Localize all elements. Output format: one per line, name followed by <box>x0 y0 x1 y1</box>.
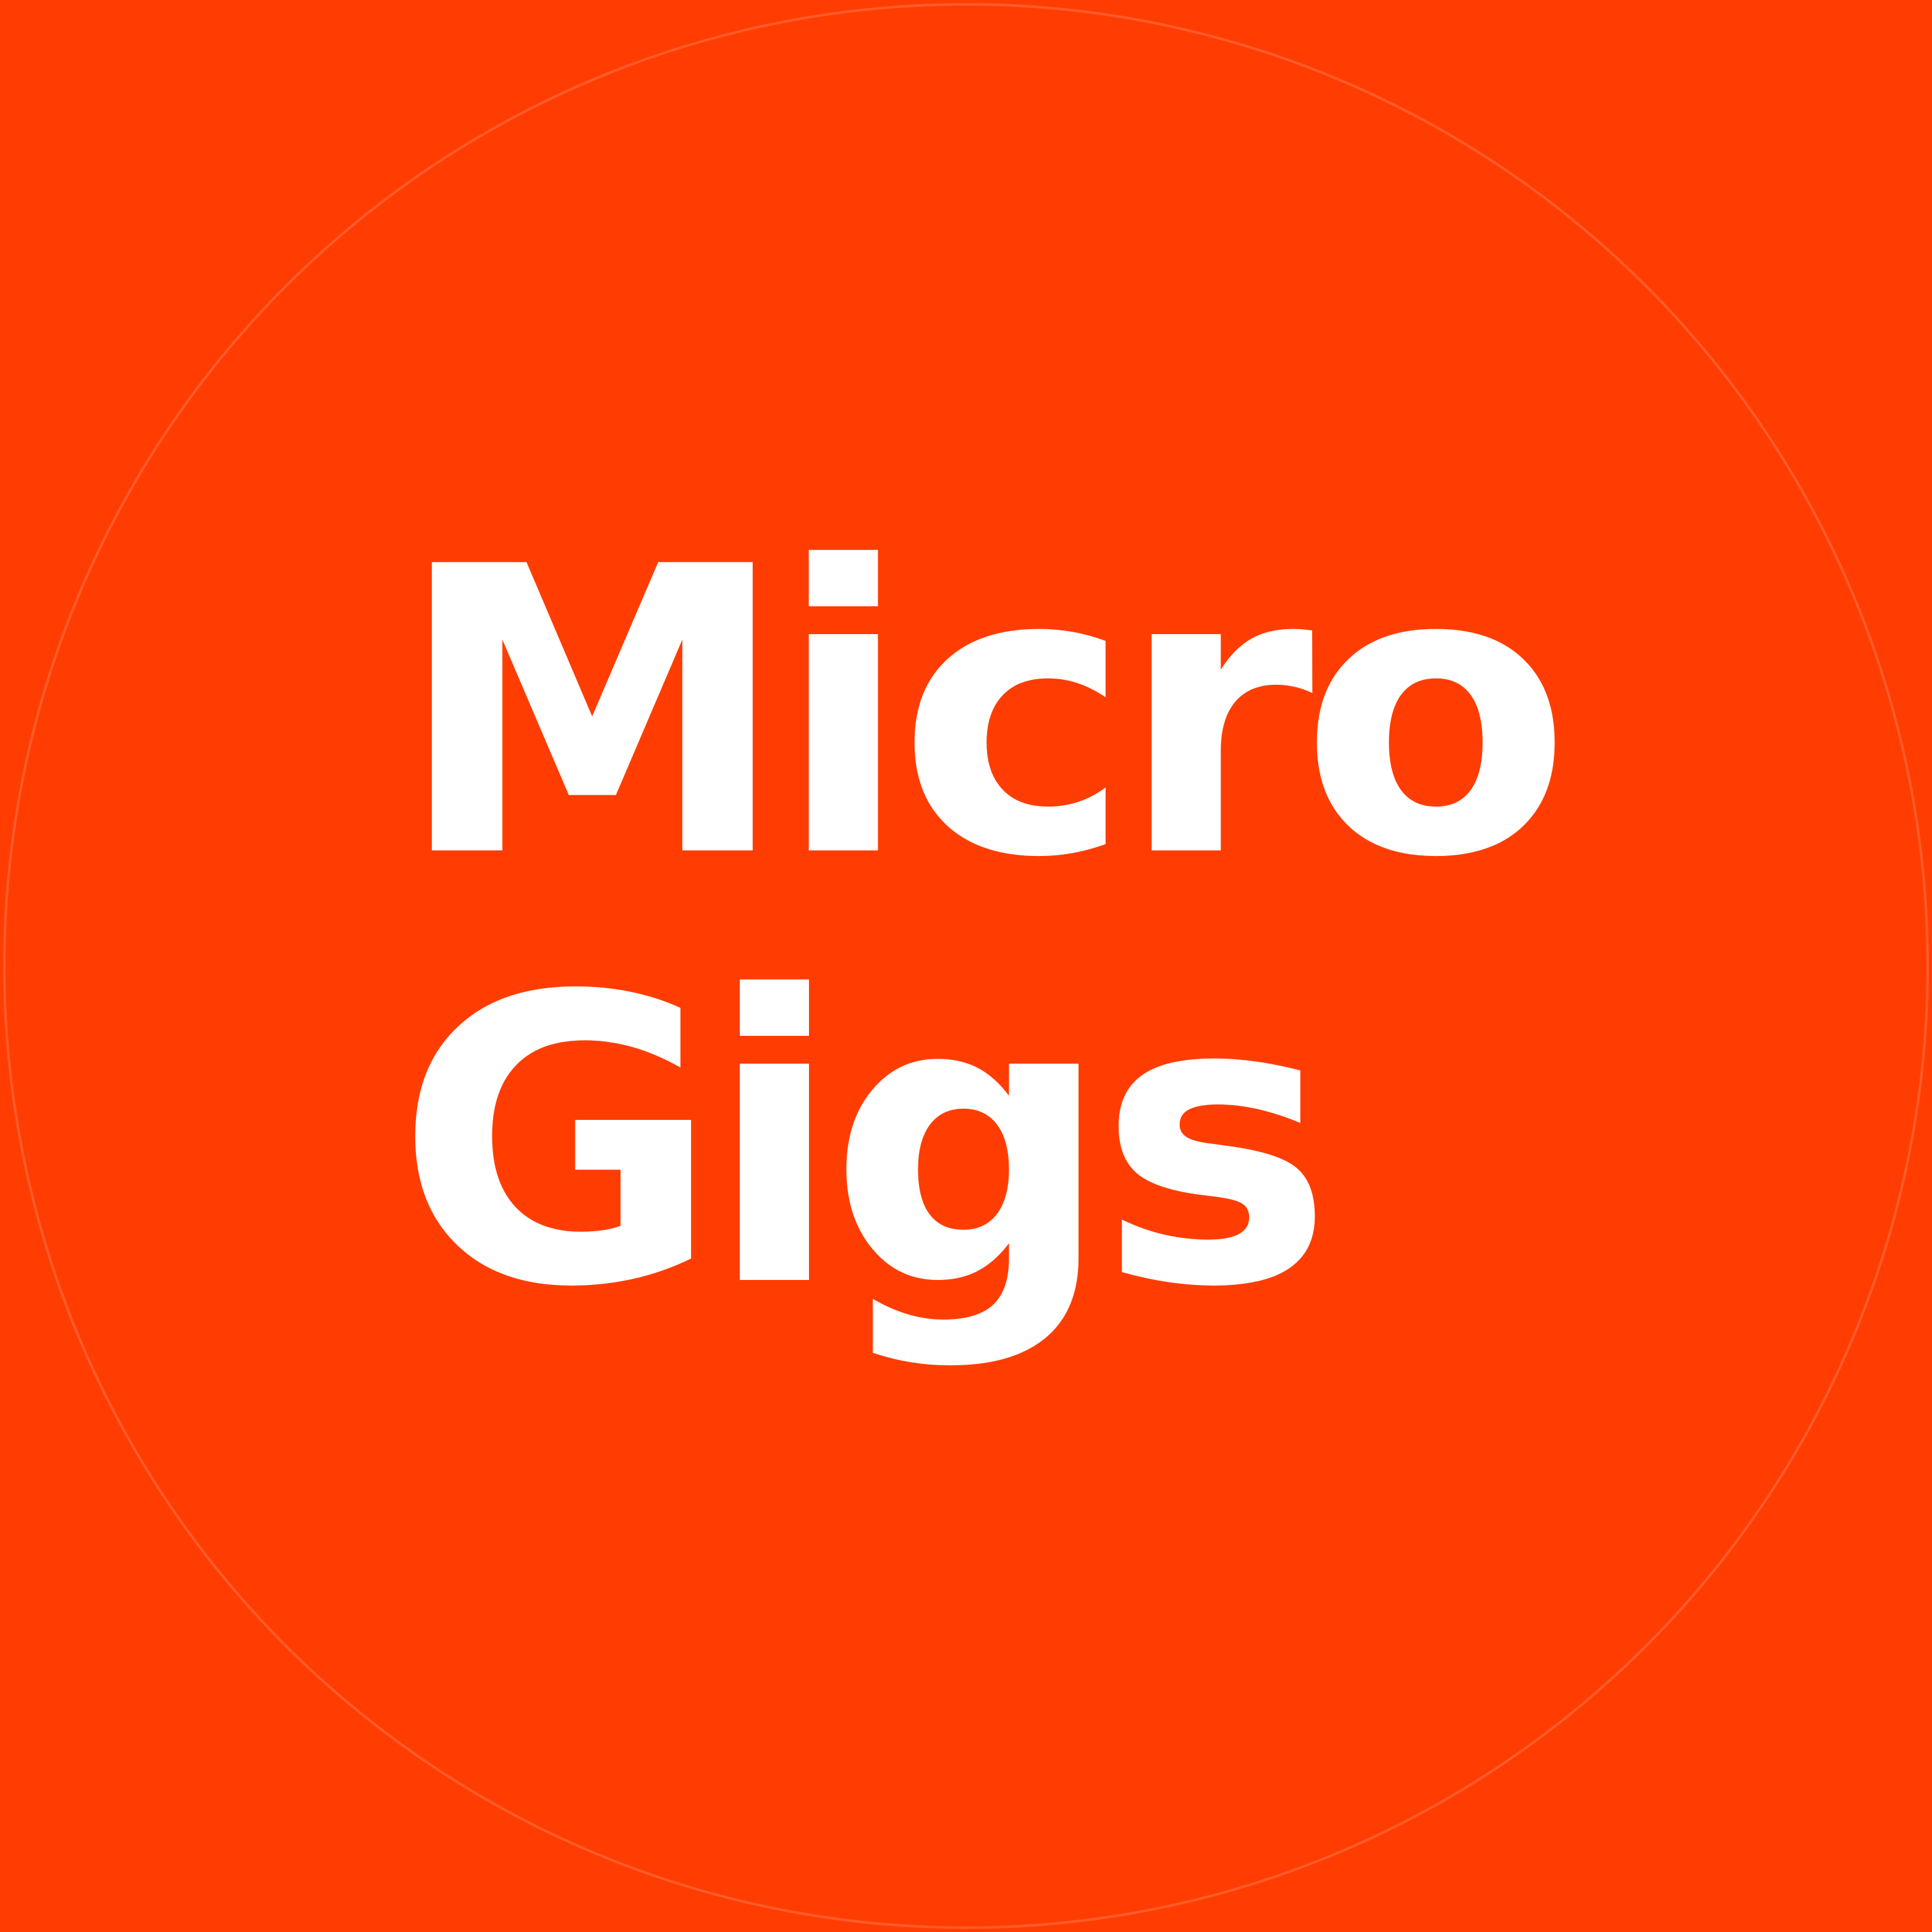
brand-logo: Micro Gigs <box>396 483 1572 1375</box>
logo-word-micro: Micro <box>396 483 1572 944</box>
logo-word-gigs: Gigs <box>396 913 1334 1373</box>
decorative-circle <box>3 3 1929 1929</box>
